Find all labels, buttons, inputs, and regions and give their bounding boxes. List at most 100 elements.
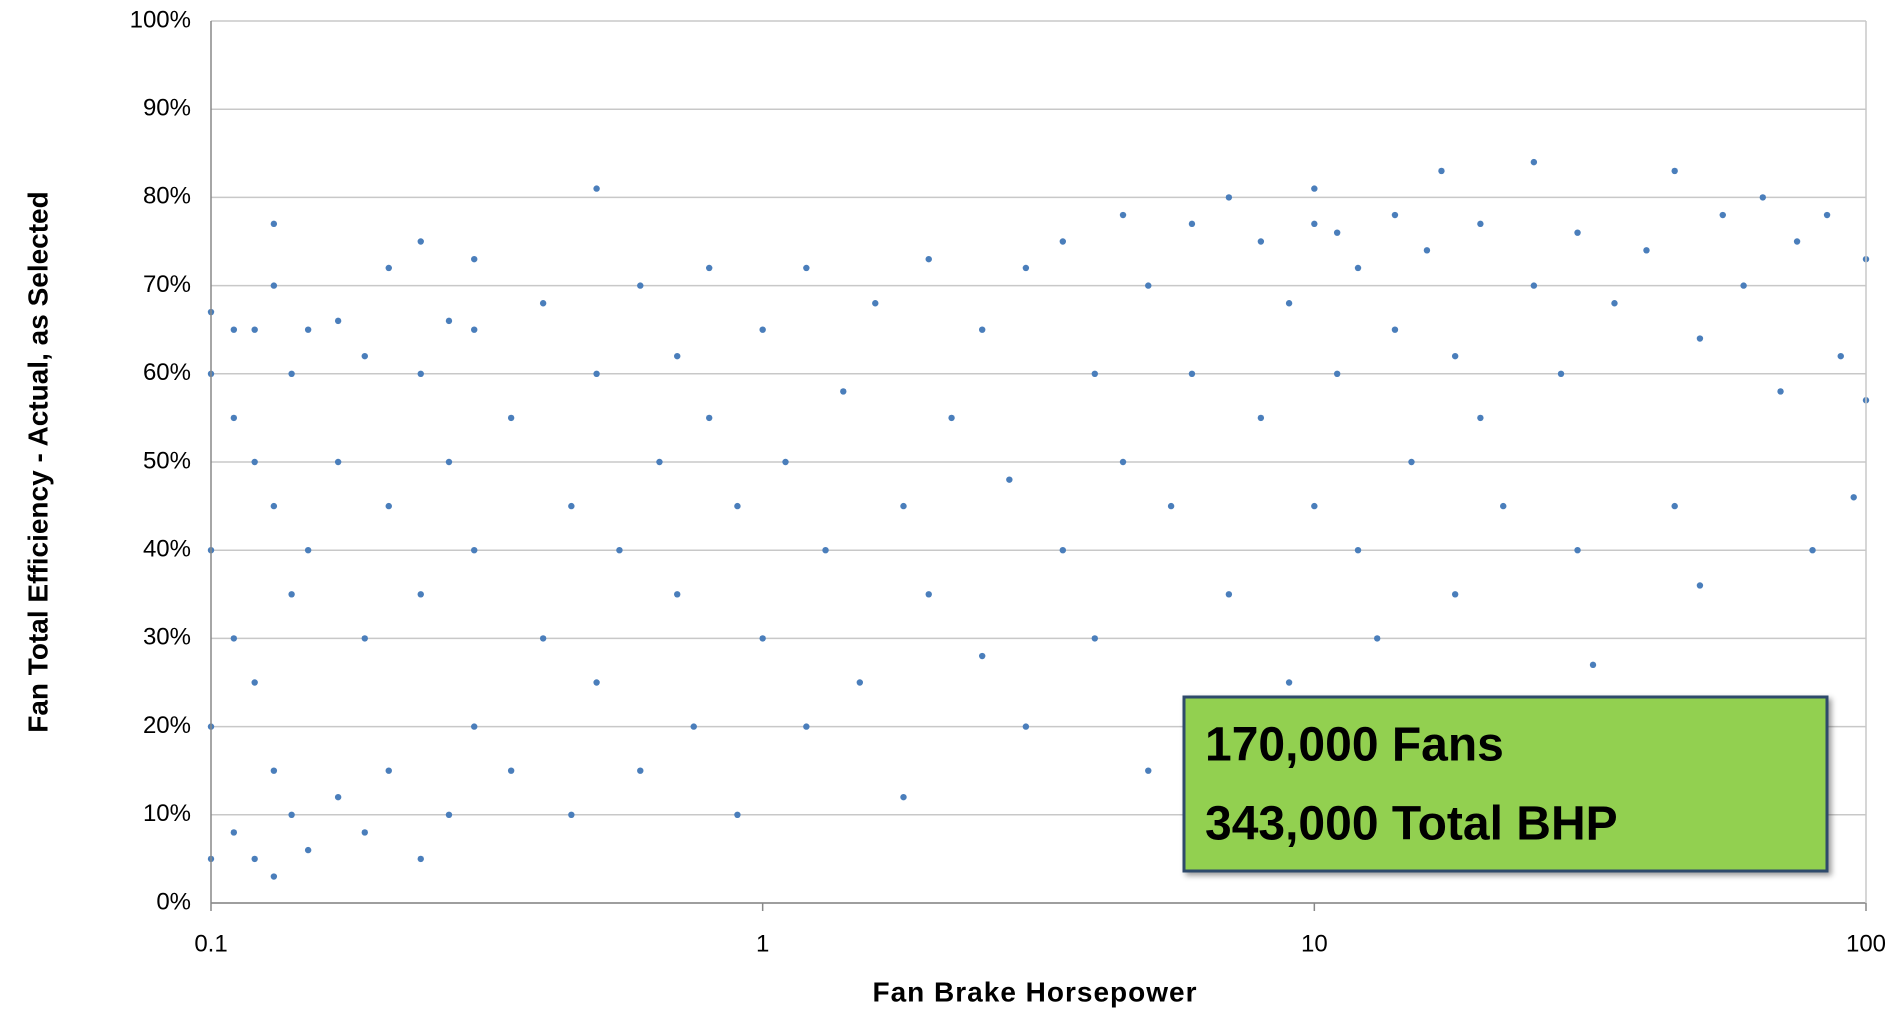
point [1500,502,1507,510]
y-tick-label: 100% [130,6,191,33]
y-tick-label: 80% [143,183,191,210]
point [385,767,392,774]
point [539,300,547,307]
point [251,458,258,466]
point [304,547,312,554]
point [270,873,278,880]
points [207,158,1870,880]
point [1059,547,1067,554]
point [1257,238,1265,245]
point [656,458,663,466]
point [1477,414,1484,422]
point [288,370,295,377]
point [1091,370,1099,377]
point [1022,264,1030,272]
point [1059,238,1067,245]
point [230,635,238,642]
x-tick-label: 10 [1301,930,1328,957]
point [1574,547,1581,554]
point [782,458,789,466]
point [948,414,955,422]
point [288,811,295,818]
point [568,502,575,510]
point [361,635,368,642]
point [1354,264,1362,272]
point [1257,414,1265,422]
point [1225,591,1233,598]
point [385,264,392,272]
axes: 0% 10% 20% 30% 40% 50% 60% 70% 80% 90% 100% 0.1 1 10 1… [130,6,1886,957]
point [978,652,986,660]
point [445,317,453,325]
point [471,326,478,333]
point [674,591,681,598]
point [1145,282,1152,289]
point [471,723,478,730]
point [230,414,238,422]
point [1740,282,1747,289]
y-tick-label: 40% [143,536,191,563]
y-tick-label: 60% [143,359,191,386]
point [900,793,907,801]
point [803,723,810,730]
point [1333,229,1341,236]
point [872,300,879,307]
point [230,829,238,836]
point [900,502,907,510]
point [840,388,847,395]
point [270,220,278,228]
point [507,414,515,422]
y-tick-label: 20% [143,712,191,739]
point [539,635,547,642]
point [471,255,478,263]
point [925,591,932,598]
point [706,264,713,272]
y-tick-label: 70% [143,271,191,298]
point [1611,300,1618,307]
x-axis-label: Fan Brake Horsepower [873,976,1198,1007]
point [445,811,453,818]
point [674,352,681,360]
point [822,547,829,554]
point [417,370,424,377]
point [1225,194,1233,201]
point [1188,370,1196,377]
point [1311,220,1318,228]
point [270,767,278,774]
point [925,255,932,263]
point [1119,211,1127,219]
point [1145,767,1152,774]
point [1285,679,1293,686]
x-tick-label: 100 [1846,930,1886,957]
y-tick-label: 50% [143,447,191,474]
point [1188,220,1196,228]
y-axis-label: Fan Total Efficiency - Actual, as Select… [22,191,53,733]
point [1530,158,1538,166]
point [334,793,342,801]
y-tick-label: 0% [156,888,191,915]
point [690,723,697,730]
point [361,829,368,836]
point [1391,326,1399,333]
point [803,264,810,272]
point [1438,167,1445,175]
grid [211,20,1866,904]
point [1311,502,1318,510]
point [1589,661,1597,669]
point [593,185,600,192]
point [637,767,644,774]
point [593,679,600,686]
point [361,352,368,360]
point [1451,352,1459,360]
point [230,326,238,333]
point [1091,635,1099,642]
point [417,591,424,598]
point [270,502,278,510]
point [978,326,986,333]
point [1373,635,1381,642]
x-tick-label: 1 [756,930,769,957]
annotation: 170,000 Fans [1205,719,1504,772]
point [856,679,864,686]
point [1530,282,1538,289]
point [304,326,312,333]
